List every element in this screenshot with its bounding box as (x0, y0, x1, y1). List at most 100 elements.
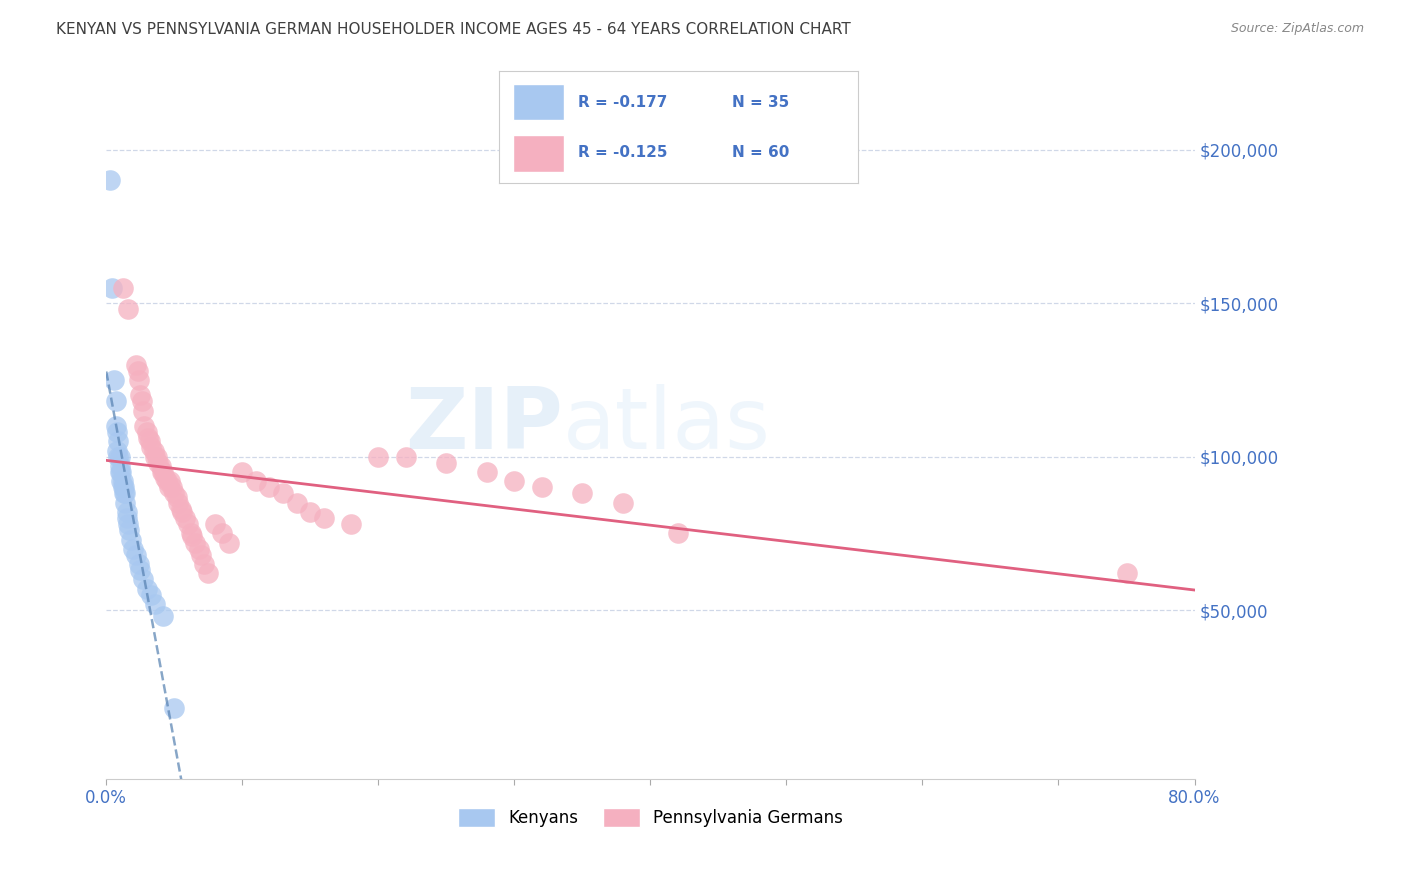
Point (571, 486, 593, 500)
Legend: Kenyans, Pennsylvania Germans: Kenyans, Pennsylvania Germans (451, 802, 849, 834)
Point (193, 557, 215, 571)
Text: R = -0.125: R = -0.125 (578, 145, 668, 160)
Point (127, 364, 149, 378)
Point (111, 474, 134, 488)
Point (128, 373, 150, 387)
Point (104, 419, 127, 434)
Point (394, 450, 416, 464)
Point (115, 511, 138, 525)
Point (125, 548, 148, 562)
Point (112, 480, 135, 494)
Point (157, 480, 180, 494)
Point (153, 471, 176, 485)
Point (172, 505, 194, 519)
Point (218, 535, 240, 549)
Point (128, 557, 150, 571)
Point (112, 486, 135, 500)
Point (143, 450, 166, 464)
Point (271, 486, 294, 500)
Point (177, 517, 200, 532)
Point (114, 486, 136, 500)
Point (204, 517, 226, 532)
Point (503, 474, 526, 488)
Point (285, 496, 308, 510)
Point (146, 456, 169, 470)
Point (115, 505, 138, 519)
Point (159, 474, 181, 488)
Point (105, 425, 128, 439)
Point (117, 517, 139, 532)
Point (163, 486, 186, 500)
Point (150, 465, 173, 479)
Point (156, 474, 179, 488)
Text: Source: ZipAtlas.com: Source: ZipAtlas.com (1230, 22, 1364, 36)
Point (129, 563, 152, 577)
Point (108, 465, 131, 479)
Point (139, 588, 162, 602)
Point (367, 450, 389, 464)
Point (107, 434, 129, 449)
Point (103, 373, 125, 387)
Point (145, 450, 167, 464)
Point (187, 541, 209, 556)
Point (142, 443, 165, 458)
Point (108, 458, 131, 473)
Point (475, 465, 498, 479)
Point (152, 465, 174, 479)
Point (107, 450, 129, 464)
Point (245, 474, 267, 488)
Point (110, 474, 132, 488)
Point (100, 281, 122, 295)
Point (163, 701, 186, 715)
Text: N = 35: N = 35 (733, 95, 789, 110)
Point (259, 480, 281, 494)
Text: KENYAN VS PENNSYLVANIA GERMAN HOUSEHOLDER INCOME AGES 45 - 64 YEARS CORRELATION : KENYAN VS PENNSYLVANIA GERMAN HOUSEHOLDE… (56, 22, 851, 37)
Text: atlas: atlas (564, 384, 772, 467)
Point (174, 511, 197, 525)
Point (136, 425, 159, 439)
Point (139, 434, 162, 449)
Point (340, 517, 363, 532)
Point (132, 403, 155, 417)
Point (612, 496, 634, 510)
Point (312, 511, 335, 525)
Point (231, 465, 253, 479)
Point (299, 505, 322, 519)
Point (530, 480, 553, 494)
Point (138, 431, 160, 445)
Point (131, 394, 153, 409)
Point (139, 441, 162, 455)
Point (183, 535, 205, 549)
Point (111, 480, 134, 494)
FancyBboxPatch shape (513, 135, 564, 171)
Point (98, 173, 121, 187)
Point (122, 541, 145, 556)
Point (118, 524, 141, 538)
Point (160, 480, 183, 494)
Point (105, 443, 128, 458)
Point (197, 566, 219, 581)
Point (117, 302, 139, 317)
Text: N = 60: N = 60 (733, 145, 790, 160)
Point (104, 394, 127, 409)
Point (180, 526, 202, 541)
FancyBboxPatch shape (513, 84, 564, 120)
Point (129, 388, 152, 402)
Point (134, 419, 156, 434)
Point (110, 465, 132, 479)
Text: R = -0.177: R = -0.177 (578, 95, 668, 110)
Point (167, 496, 190, 510)
Point (434, 456, 457, 470)
Point (166, 490, 188, 504)
Point (132, 573, 155, 587)
Point (120, 533, 142, 547)
Point (149, 458, 172, 473)
Point (136, 582, 159, 596)
Point (111, 281, 134, 295)
Point (211, 526, 233, 541)
Point (666, 526, 689, 541)
Point (181, 529, 204, 543)
Point (152, 609, 174, 624)
Point (108, 450, 131, 464)
Point (114, 496, 136, 510)
